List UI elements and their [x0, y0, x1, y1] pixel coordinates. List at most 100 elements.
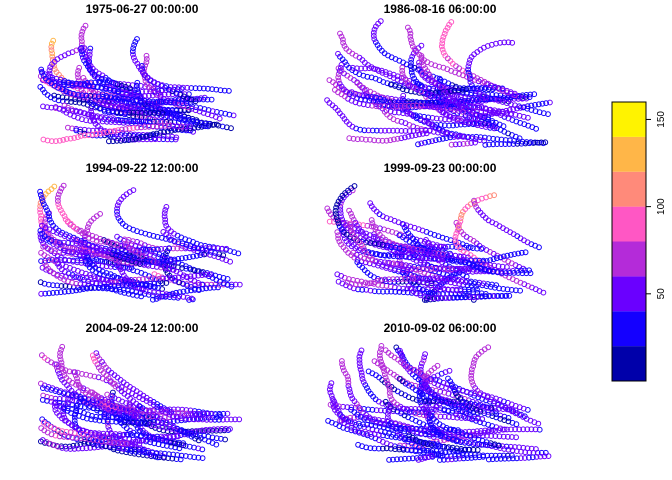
track-point [104, 118, 110, 125]
track-point [188, 85, 195, 91]
track-point [164, 128, 171, 135]
track-point [102, 85, 109, 92]
track-point [436, 136, 443, 143]
track-point [79, 28, 86, 35]
track-point [358, 136, 365, 142]
track-point [75, 68, 82, 74]
panel-title: 1986-08-16 06:00:00 [384, 2, 497, 16]
track-point [142, 62, 149, 69]
track-point [124, 120, 131, 126]
track-point [172, 136, 179, 143]
track-point [523, 92, 530, 98]
track-point [370, 33, 377, 39]
track-point [56, 79, 63, 85]
track-point [409, 72, 416, 79]
track-point [162, 99, 169, 105]
track-point [167, 99, 173, 106]
track-point [172, 115, 179, 121]
track-point [79, 38, 85, 45]
track-point [158, 99, 165, 105]
track-point [163, 87, 169, 94]
track-point [126, 109, 133, 116]
track-point [86, 55, 92, 61]
track-point [335, 71, 342, 77]
track-point [367, 136, 373, 143]
track-point [131, 42, 138, 48]
panel-6: 2010-09-02 06:00:00 [325, 321, 552, 463]
track-point [142, 98, 148, 104]
track-point [143, 133, 150, 140]
track-point [83, 92, 90, 99]
track-point [486, 135, 492, 142]
track-point [38, 66, 45, 73]
track-point [350, 135, 357, 142]
track-point [405, 133, 412, 140]
track-point [60, 137, 67, 143]
track-point [156, 136, 163, 143]
track-point [432, 137, 439, 144]
track-point [78, 45, 85, 51]
track-point [139, 110, 145, 116]
track-point [44, 104, 51, 110]
track-point [543, 100, 549, 106]
track-point [108, 80, 115, 86]
track-point [477, 134, 484, 141]
track-point [531, 91, 538, 98]
track-point [394, 127, 401, 134]
track-point [123, 90, 130, 97]
track-point [175, 100, 182, 106]
track-point [411, 75, 418, 82]
track-point [378, 127, 384, 134]
track-point [402, 128, 409, 134]
track-point [146, 98, 153, 105]
track-point [56, 137, 63, 144]
track-point [126, 125, 133, 132]
track-point [122, 109, 129, 116]
track-point [129, 48, 136, 55]
track-point [394, 135, 401, 142]
track-point [139, 107, 146, 113]
track-point [186, 116, 193, 123]
track-point [398, 135, 405, 142]
track-point [142, 118, 149, 125]
track-point [454, 122, 460, 128]
track-point [40, 103, 46, 110]
track-point [422, 139, 428, 146]
track-point [85, 224, 91, 231]
track-point [502, 137, 509, 143]
panel-title: 2010-09-02 06:00:00 [384, 321, 497, 335]
track-point [131, 102, 138, 108]
track-point [51, 92, 58, 99]
track-point [100, 93, 106, 100]
track-point [448, 141, 455, 148]
track-point [121, 96, 127, 102]
track-point [204, 96, 211, 103]
track-point [158, 123, 164, 129]
track-point [137, 121, 144, 127]
track-point [46, 67, 53, 74]
track-point [147, 110, 153, 116]
track-point [198, 123, 205, 130]
track-point [446, 116, 453, 123]
track-point [184, 84, 191, 91]
track-point [87, 45, 94, 52]
track-point [391, 136, 397, 143]
track-point [46, 70, 53, 77]
track-point [338, 61, 345, 68]
track-point [472, 139, 479, 146]
track-point [143, 59, 150, 66]
track-point [173, 107, 180, 114]
track-point [79, 92, 86, 99]
track-point [82, 110, 88, 117]
track-point [176, 84, 182, 91]
track-point [65, 124, 71, 131]
track-point [210, 122, 216, 128]
track-point [134, 109, 141, 116]
track-point [90, 83, 96, 89]
track-point [436, 75, 443, 82]
track-point [357, 350, 364, 357]
track-point [387, 137, 394, 144]
track-point [217, 87, 224, 94]
track-point [338, 65, 344, 71]
panel-title: 1975-06-27 00:00:00 [86, 2, 199, 16]
